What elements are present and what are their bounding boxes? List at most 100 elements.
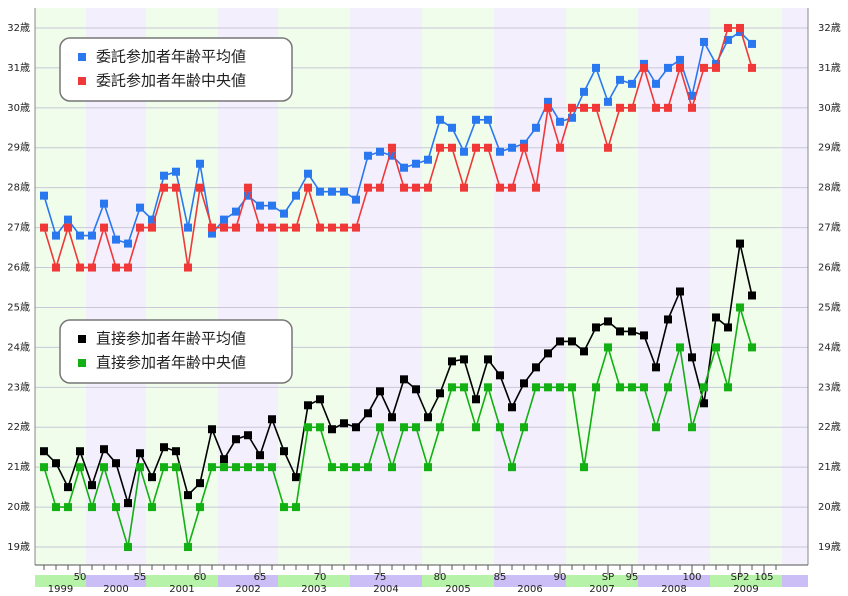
data-point — [556, 143, 564, 152]
data-point — [436, 389, 444, 398]
data-point — [736, 23, 744, 32]
data-point — [352, 423, 360, 432]
data-point — [448, 143, 456, 152]
year-strip — [278, 575, 350, 587]
series-line — [43, 27, 753, 271]
data-point — [616, 383, 624, 392]
y-tick-label: 26歳 — [7, 262, 30, 274]
data-point — [460, 183, 468, 192]
data-point — [112, 459, 120, 468]
data-point — [136, 449, 144, 458]
data-point — [376, 183, 384, 192]
data-point — [64, 483, 72, 492]
data-point — [88, 263, 96, 272]
y-tick-label: 30歳 — [7, 102, 30, 114]
data-point — [304, 169, 312, 178]
data-point — [352, 195, 360, 204]
data-point — [148, 503, 156, 512]
data-point — [280, 447, 288, 456]
data-point — [340, 419, 348, 428]
data-point — [544, 97, 552, 106]
data-point — [736, 239, 744, 248]
data-point — [652, 103, 660, 112]
data-point — [676, 343, 684, 352]
data-point — [304, 183, 312, 192]
data-point — [736, 303, 744, 312]
data-point — [100, 199, 108, 208]
data-point — [700, 399, 708, 408]
data-point — [664, 315, 672, 324]
data-point — [664, 383, 672, 392]
data-point — [316, 395, 324, 404]
data-point — [508, 143, 516, 152]
year-strip — [710, 575, 782, 587]
y2-tick-label: 27歳 — [818, 222, 841, 234]
data-point — [748, 39, 756, 48]
data-point — [112, 235, 120, 244]
data-point — [220, 223, 228, 232]
data-point — [508, 183, 516, 192]
legend-marker — [78, 77, 86, 85]
data-point — [172, 183, 180, 192]
data-point — [124, 239, 132, 248]
data-point — [280, 503, 288, 512]
x-tick-label: 75 — [374, 572, 387, 583]
data-point — [448, 123, 456, 132]
data-point — [748, 343, 756, 352]
data-point — [640, 63, 648, 72]
data-point — [328, 223, 336, 232]
data-point — [424, 155, 432, 164]
data-point — [724, 35, 732, 44]
data-point — [628, 327, 636, 336]
data-point — [484, 115, 492, 124]
data-point — [232, 207, 240, 216]
data-point — [160, 183, 168, 192]
data-point — [400, 423, 408, 432]
data-point — [424, 463, 432, 472]
data-point — [556, 383, 564, 392]
data-point — [544, 103, 552, 112]
data-point — [604, 97, 612, 106]
data-point — [376, 387, 384, 396]
data-point — [460, 383, 468, 392]
data-point — [52, 263, 60, 272]
data-point — [700, 383, 708, 392]
year-band — [278, 8, 350, 565]
year-label: 2009 — [733, 584, 758, 595]
data-point — [688, 91, 696, 100]
year-strip — [566, 575, 638, 587]
data-point — [664, 103, 672, 112]
data-point — [568, 103, 576, 112]
y2-tick-label: 25歳 — [818, 301, 841, 313]
data-point — [580, 347, 588, 356]
y-tick-label: 23歳 — [7, 381, 30, 393]
data-point — [208, 463, 216, 472]
data-point — [40, 463, 48, 472]
y2-tick-label: 26歳 — [818, 262, 841, 274]
year-strip — [146, 575, 218, 587]
data-point — [388, 413, 396, 422]
data-point — [700, 63, 708, 72]
data-point — [376, 423, 384, 432]
data-point — [256, 201, 264, 210]
data-point — [652, 423, 660, 432]
data-point — [268, 463, 276, 472]
data-point — [52, 459, 60, 468]
data-point — [676, 55, 684, 64]
data-point — [340, 463, 348, 472]
legend-label: 直接参加者年齢平均値 — [96, 330, 246, 348]
legend-marker — [78, 359, 86, 367]
data-point — [76, 447, 84, 456]
data-point — [172, 167, 180, 176]
data-point — [148, 473, 156, 482]
data-point — [448, 357, 456, 366]
data-point — [136, 203, 144, 212]
data-point — [304, 423, 312, 432]
data-point — [208, 223, 216, 232]
data-point — [52, 503, 60, 512]
data-point — [124, 499, 132, 508]
data-point — [472, 115, 480, 124]
data-point — [316, 223, 324, 232]
data-point — [196, 479, 204, 488]
